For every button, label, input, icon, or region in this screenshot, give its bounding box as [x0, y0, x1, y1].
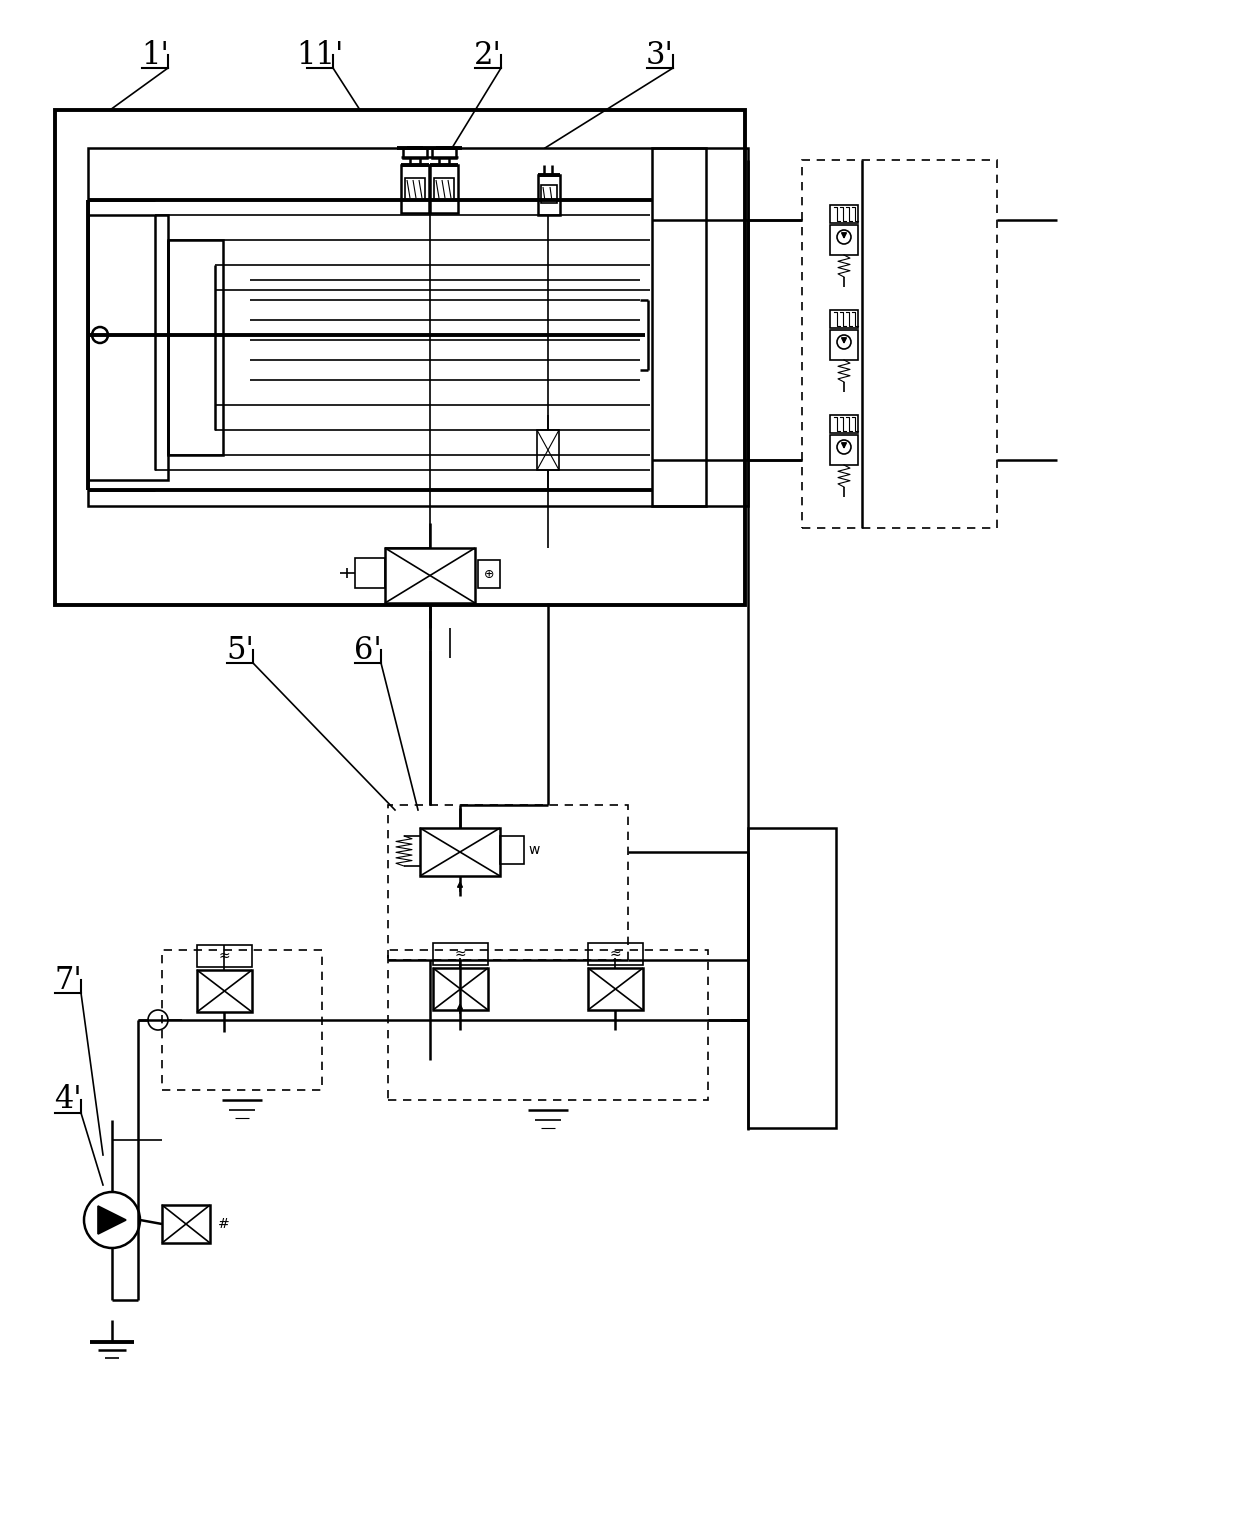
Text: ≈: ≈	[218, 950, 229, 963]
Text: 2': 2'	[474, 39, 502, 70]
Text: ≈: ≈	[454, 947, 466, 960]
Bar	[88, 149, 706, 507]
Text: 4': 4'	[55, 1085, 82, 1115]
Bar	[477, 560, 500, 589]
Bar	[401, 165, 429, 212]
Bar	[830, 416, 858, 432]
Text: w: w	[528, 843, 539, 857]
Bar	[388, 806, 627, 960]
Bar	[197, 969, 252, 1012]
Bar	[197, 945, 252, 966]
Bar	[167, 240, 223, 455]
Bar	[432, 149, 456, 158]
Text: 5': 5'	[226, 634, 254, 666]
Bar	[384, 548, 475, 602]
Bar	[830, 435, 858, 466]
Bar	[162, 1204, 210, 1242]
Bar	[830, 225, 858, 255]
Text: ≈: ≈	[609, 947, 621, 960]
Text: ⊕: ⊕	[484, 567, 495, 581]
Bar	[433, 968, 489, 1010]
Bar	[434, 177, 454, 200]
Bar	[355, 558, 384, 589]
Text: #: #	[218, 1217, 229, 1230]
Bar	[652, 149, 748, 507]
Bar	[420, 828, 500, 875]
Bar	[748, 828, 836, 1129]
Text: 6': 6'	[355, 634, 382, 666]
Bar	[55, 111, 745, 605]
Bar	[830, 331, 858, 360]
Bar	[588, 944, 644, 965]
Bar	[88, 215, 167, 479]
Bar	[538, 174, 560, 215]
Bar	[830, 309, 858, 328]
Bar	[162, 950, 322, 1091]
Text: 7': 7'	[55, 965, 82, 995]
Bar	[405, 177, 425, 200]
Text: 3': 3'	[646, 39, 673, 70]
Bar	[388, 950, 708, 1100]
Bar	[830, 205, 858, 223]
Bar	[500, 836, 525, 865]
Bar	[588, 968, 644, 1010]
Bar	[433, 944, 489, 965]
Text: 1': 1'	[141, 39, 169, 70]
Bar	[403, 149, 427, 158]
Bar	[430, 165, 458, 212]
Text: 11': 11'	[296, 39, 343, 70]
Polygon shape	[98, 1206, 126, 1233]
Bar	[541, 185, 557, 203]
Bar	[537, 429, 559, 470]
Bar	[802, 159, 997, 528]
